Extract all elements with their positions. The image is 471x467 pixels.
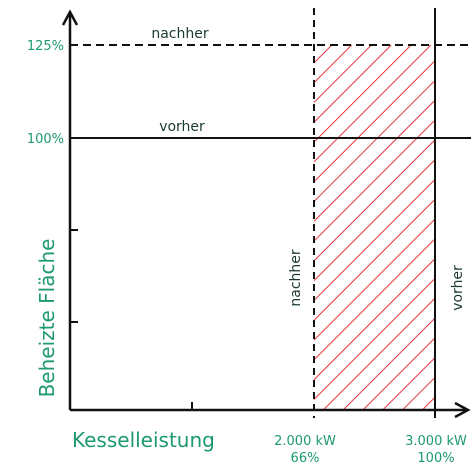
- line-100-label: vorher: [159, 119, 205, 135]
- y-tick-label-100: 100%: [27, 132, 64, 147]
- y-axis-arrowhead: [61, 9, 79, 26]
- x-tick-label-2000-kw: 2.000 kW: [274, 434, 336, 449]
- vline-3000-label: vorher: [450, 265, 466, 311]
- x-tick-label-3000-pct: 100%: [417, 451, 454, 466]
- x-tick-label-2000-pct: 66%: [291, 451, 320, 466]
- hatched-capacity-region: [314, 45, 435, 410]
- y-tick-label-125: 125%: [27, 39, 64, 54]
- x-axis-arrowhead: [454, 401, 471, 419]
- vline-2000-label: nachher: [288, 249, 304, 307]
- x-tick-label-3000-kw: 3.000 kW: [405, 434, 467, 449]
- line-125-label: nachher: [151, 26, 209, 42]
- y-axis-title: Beheizte Fläche: [35, 239, 59, 398]
- x-axis-title: Kesselleistung: [72, 428, 215, 452]
